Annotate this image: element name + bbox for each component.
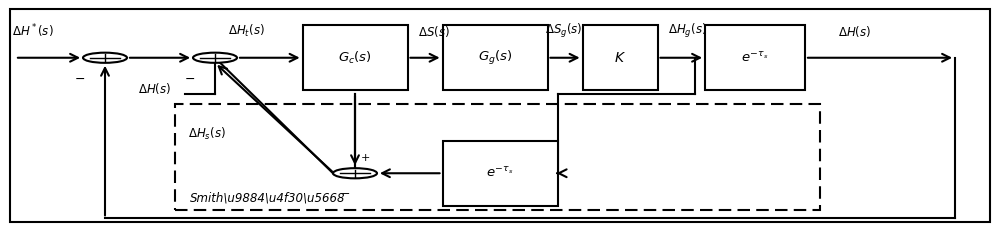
Text: $\Delta S_g(s)$: $\Delta S_g(s)$ — [545, 22, 582, 40]
Circle shape — [193, 53, 237, 63]
Text: Smith\u9884\u4f30\u5668: Smith\u9884\u4f30\u5668 — [190, 191, 346, 204]
Text: $G_c(s)$: $G_c(s)$ — [338, 50, 372, 66]
Text: $\Delta H_t(s)$: $\Delta H_t(s)$ — [228, 23, 265, 39]
Circle shape — [333, 168, 377, 178]
FancyBboxPatch shape — [302, 25, 408, 90]
Text: $\Delta S(s)$: $\Delta S(s)$ — [418, 24, 450, 39]
Text: $-$: $-$ — [74, 72, 86, 85]
FancyBboxPatch shape — [10, 9, 990, 222]
Circle shape — [83, 53, 127, 63]
Text: $e^{-\tau_s}$: $e^{-\tau_s}$ — [486, 166, 514, 180]
Text: $\Delta H(s)$: $\Delta H(s)$ — [138, 82, 171, 96]
Text: $\Delta H^*(s)$: $\Delta H^*(s)$ — [12, 22, 54, 40]
Text: $e^{-\tau_s}$: $e^{-\tau_s}$ — [741, 51, 769, 65]
Text: $\Delta H_s(s)$: $\Delta H_s(s)$ — [188, 126, 226, 142]
Text: $\Delta H_g(s)$: $\Delta H_g(s)$ — [668, 22, 707, 40]
FancyBboxPatch shape — [442, 141, 558, 206]
Text: $K$: $K$ — [614, 51, 626, 65]
Text: $+$: $+$ — [360, 152, 370, 163]
FancyBboxPatch shape — [705, 25, 805, 90]
FancyBboxPatch shape — [582, 25, 658, 90]
FancyBboxPatch shape — [442, 25, 548, 90]
Text: $-$: $-$ — [184, 72, 196, 85]
Text: $\Delta H(s)$: $\Delta H(s)$ — [838, 24, 871, 39]
Text: $-$: $-$ — [340, 187, 350, 197]
Text: $G_g(s)$: $G_g(s)$ — [478, 49, 512, 67]
